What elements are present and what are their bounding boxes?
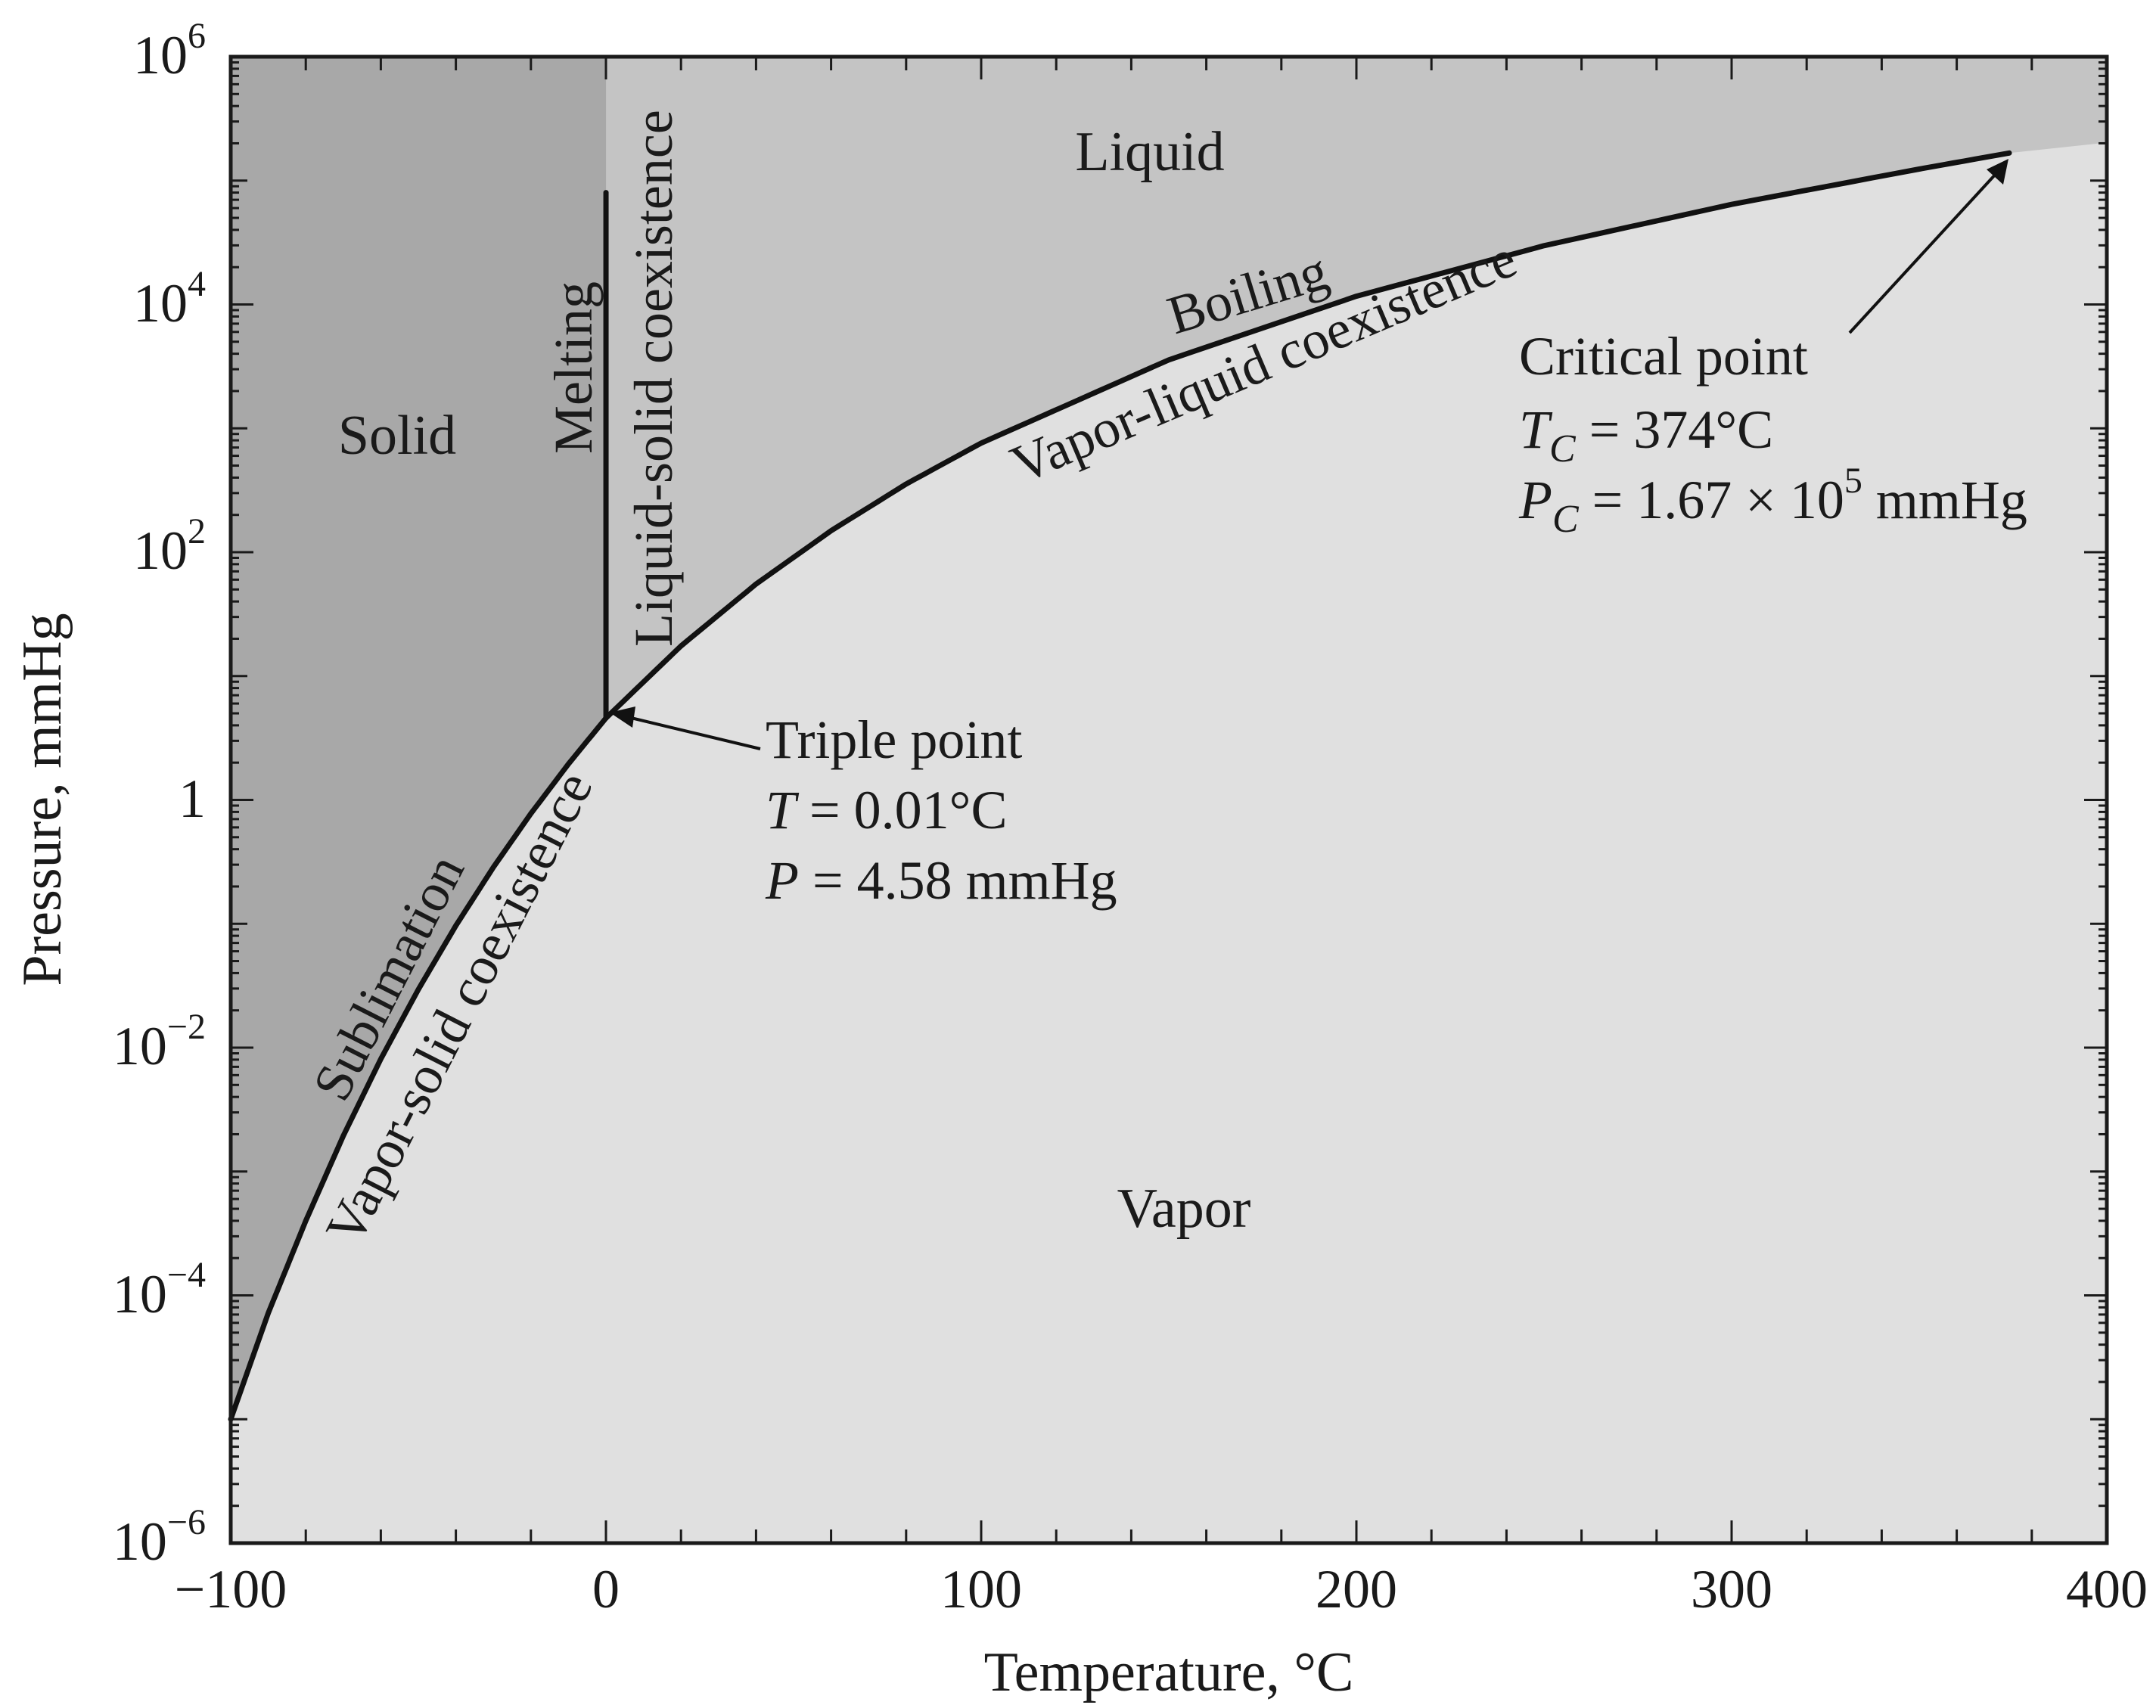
y-tick-label: 104 <box>133 264 206 334</box>
phase-boundaries <box>228 150 2012 1422</box>
triple-point-arrowhead <box>610 706 635 728</box>
phase-regions <box>231 57 2107 1543</box>
critical-point-pressure: PC = 1.67 × 105 mmHg <box>1518 461 2027 541</box>
x-tick-label: 100 <box>940 1559 1022 1619</box>
x-axis-title: Temperature, °C <box>984 1641 1354 1703</box>
x-tick-label: 0 <box>592 1559 620 1619</box>
x-tick-label: 300 <box>1691 1559 1772 1619</box>
triple-point-pressure: P = 4.58 mmHg <box>765 850 1117 911</box>
x-tick-label: 400 <box>2066 1559 2148 1619</box>
liquid-label: Liquid <box>1075 121 1224 183</box>
y-tick-label: 10−4 <box>113 1255 206 1324</box>
vapor-solid-curve <box>228 715 609 1422</box>
liquid-solid-label: Liquid-solid coexistence <box>623 110 684 647</box>
x-tick-labels: −100 0 100 200 300 400 <box>175 1559 2148 1619</box>
vapor-liquid-curve <box>603 150 2012 721</box>
melting-label: Melting <box>543 281 604 454</box>
critical-point-arrow-line <box>1848 171 1999 334</box>
y-axis-title: Pressure, mmHg <box>11 613 73 986</box>
triple-point-temperature: T = 0.01°C <box>766 780 1007 840</box>
triple-point-title: Triple point <box>766 710 1022 770</box>
x-tick-label: −100 <box>175 1559 287 1619</box>
solid-region <box>231 57 607 1420</box>
critical-point-arrowhead <box>1987 159 2008 185</box>
critical-point-temperature: TC = 374°C <box>1519 399 1773 470</box>
y-tick-label: 106 <box>133 16 206 85</box>
vapor-region <box>231 142 2107 1543</box>
y-tick-labels: 10−6 10−4 10−2 1 102 104 106 <box>113 16 206 1572</box>
critical-point-annotation: Critical point TC = 374°C PC = 1.67 × 10… <box>1518 159 2027 541</box>
triple-point-arrow-line <box>627 716 761 750</box>
y-tick-label: 10−2 <box>113 1007 206 1076</box>
y-tick-label: 1 <box>179 769 206 829</box>
y-tick-label: 10−6 <box>113 1502 206 1572</box>
critical-point-title: Critical point <box>1519 326 1808 387</box>
plot-frame <box>228 54 2109 1545</box>
y-tick-label: 102 <box>133 511 206 581</box>
x-tick-label: 200 <box>1316 1559 1397 1619</box>
solid-label: Solid <box>338 405 456 467</box>
vapor-label: Vapor <box>1117 1178 1251 1240</box>
triple-point-annotation: Triple point T = 0.01°C P = 4.58 mmHg <box>610 706 1117 911</box>
